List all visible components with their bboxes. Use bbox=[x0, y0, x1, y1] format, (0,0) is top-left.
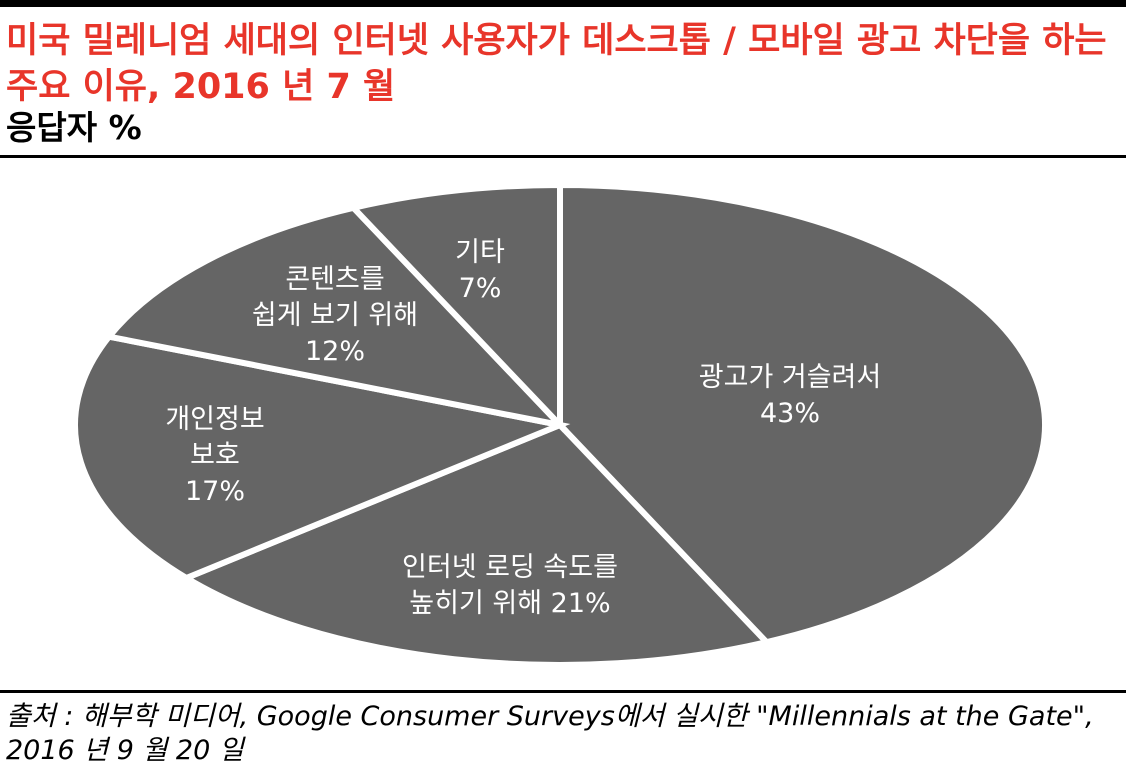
slice-label-line: 43% bbox=[760, 398, 820, 429]
slice-label-line: 광고가 거슬려서 bbox=[699, 362, 881, 393]
slice-label-line: 보호 bbox=[190, 440, 240, 471]
slice-label-line: 개인정보 bbox=[165, 404, 264, 435]
slice-label-line: 쉽게 보기 위해 bbox=[252, 300, 418, 331]
top-border bbox=[0, 0, 1126, 7]
pie-slice-3 bbox=[72, 333, 571, 582]
pie-slice-1 bbox=[557, 181, 1048, 646]
slice-label-line: 기타 bbox=[455, 237, 505, 268]
slice-label-line: 17% bbox=[185, 476, 245, 507]
slice-label-line: 7% bbox=[459, 273, 502, 304]
slice-label-5: 기타 7% bbox=[455, 237, 505, 304]
header-divider bbox=[0, 155, 1126, 158]
chart-subtitle: 응답자 % bbox=[6, 108, 142, 147]
slice-label-line: 콘텐츠를 bbox=[285, 264, 384, 295]
pie-slice-4 bbox=[103, 204, 569, 430]
slice-label-line: 12% bbox=[305, 336, 365, 367]
slice-label-line: 높히기 위해 21% bbox=[409, 588, 610, 619]
slice-label-line: 인터넷 로딩 속도를 bbox=[402, 552, 618, 583]
footer-divider bbox=[0, 690, 1126, 693]
source-note: 출처 : 해부학 미디어, Google Consumer Surveys에서 … bbox=[6, 701, 1094, 766]
chart-title: 미국 밀레니엄 세대의 인터넷 사용자가 데스크톱 / 모바일 광고 차단을 하… bbox=[6, 21, 1107, 107]
pie-slice-5 bbox=[347, 181, 563, 433]
slice-label-1: 광고가 거슬려서 43% bbox=[699, 362, 881, 429]
pie-slice-2 bbox=[179, 421, 773, 668]
pie-slices bbox=[72, 181, 1048, 668]
